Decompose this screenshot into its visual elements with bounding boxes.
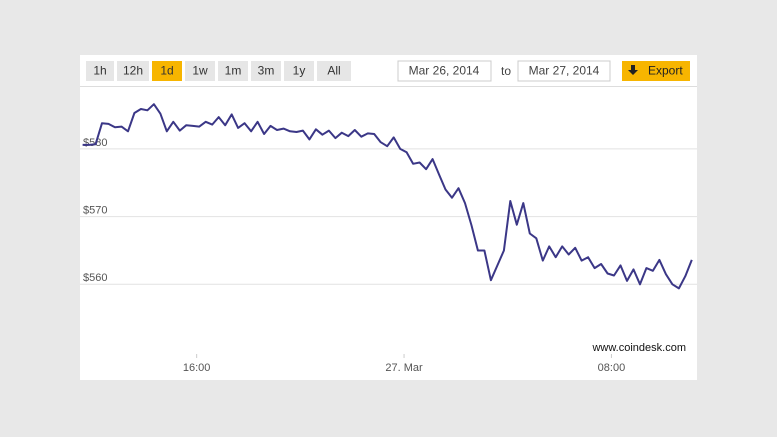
range-button: 1h	[86, 61, 114, 81]
range-button-bg[interactable]	[117, 61, 149, 81]
from-input[interactable]	[397, 60, 492, 82]
range-button-bg[interactable]	[284, 61, 314, 81]
export-button[interactable]	[622, 61, 690, 81]
range-button-label: 1m	[225, 64, 242, 78]
range-button-bg[interactable]	[185, 61, 215, 81]
watermark: www.coindesk.com	[591, 342, 686, 354]
to-input[interactable]	[517, 60, 611, 82]
range-button-bg[interactable]	[152, 61, 182, 81]
range-button-label: 3m	[258, 64, 275, 78]
range-button: 1m	[218, 61, 248, 81]
range-button-bg[interactable]	[86, 61, 114, 81]
range-button: 1y	[284, 61, 314, 81]
toolbar: 1h 12h 1d 1w 1m 3m 1y All	[86, 61, 351, 81]
range-button-bg[interactable]	[251, 61, 281, 81]
from-date: Mar 26, 2014	[409, 64, 480, 78]
range-button-label: 1h	[93, 64, 106, 78]
range-button: 1d	[152, 61, 182, 81]
y-tick-label: $570	[83, 205, 107, 217]
range-button-bg[interactable]	[317, 61, 351, 81]
y-tick-label: $560	[83, 272, 107, 284]
price-line	[82, 103, 693, 290]
range-button: 1w	[185, 61, 215, 81]
x-tick-label: 27. Mar	[385, 362, 423, 374]
to-date: Mar 27, 2014	[529, 64, 600, 78]
range-button: 12h	[117, 61, 149, 81]
range-button-label: 1w	[192, 64, 208, 78]
to-label: to	[501, 64, 511, 78]
range-button: All	[317, 61, 351, 81]
export-icon	[628, 65, 638, 75]
range-button-bg[interactable]	[218, 61, 248, 81]
range-button: 3m	[251, 61, 281, 81]
range-button-label: 1y	[293, 64, 306, 78]
export-label: Export	[648, 64, 683, 78]
range-button-label: 1d	[160, 64, 173, 78]
x-tick-label: 08:00	[598, 362, 626, 374]
range-button-label: All	[327, 64, 340, 78]
x-tick-label: 16:00	[183, 362, 211, 374]
panel	[80, 55, 697, 380]
range-button-label: 12h	[123, 64, 143, 78]
